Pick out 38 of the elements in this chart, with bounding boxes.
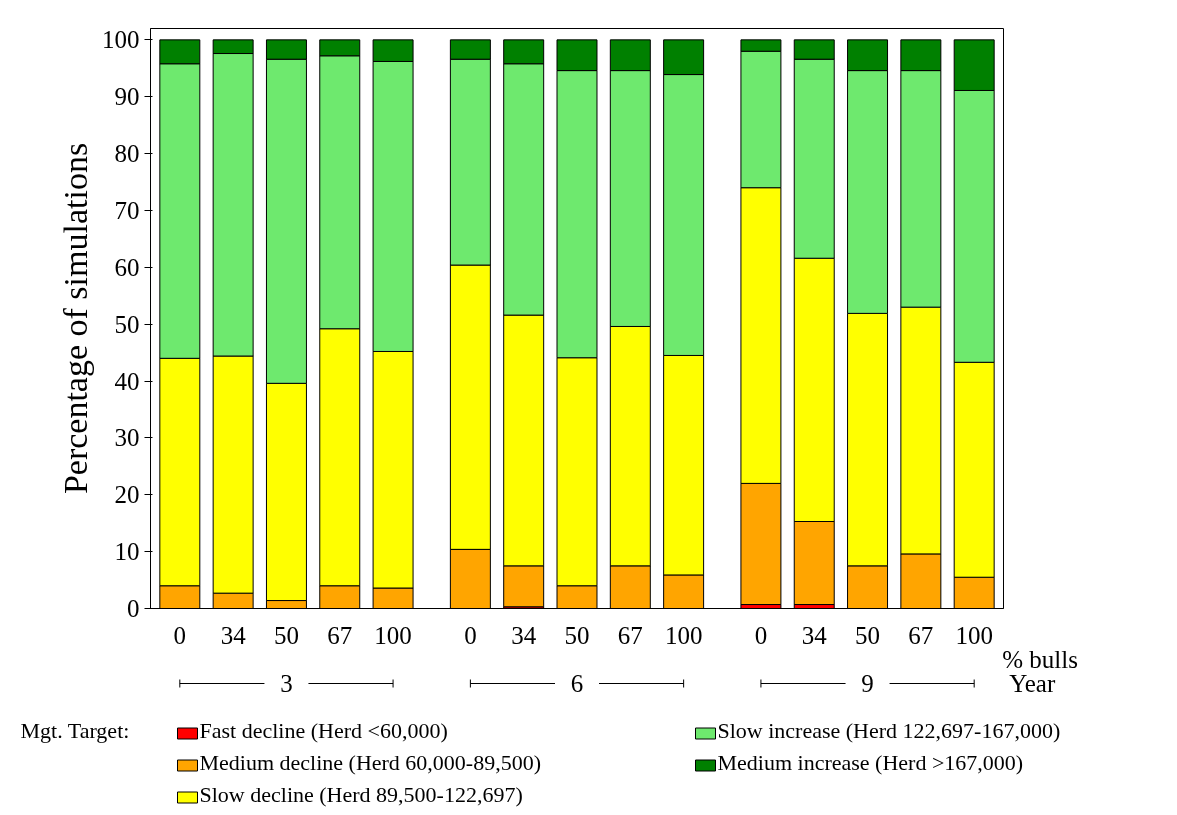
legend-label: Medium increase (Herd >167,000) [717,750,1024,775]
y-tick-label: 80 [114,140,140,168]
y-tick-label: 50 [114,310,140,338]
x-tick-label: 34 [220,621,247,649]
x-tick-label: 67 [327,621,353,649]
x-tick-label: 34 [511,621,537,649]
x-tick-label: 50 [855,621,881,649]
y-tick-label: 20 [114,481,140,509]
y-tick-label: 90 [114,83,140,111]
x-tick-label: 0 [464,621,477,649]
legend-title: Mgt. Target: [20,718,130,743]
x-tick-label: 34 [801,621,828,649]
x-tick-label: 100 [374,621,412,649]
y-tick-label: 100 [102,26,140,54]
y-tick-label: 30 [114,424,140,452]
x-tick-label: 67 [908,621,934,649]
y-tick-label: 10 [114,538,140,566]
x-tick-label: 50 [564,621,590,649]
y-tick-label: 60 [114,253,140,281]
x-tick-label: 100 [664,621,703,649]
x-tick-label: 67 [617,621,643,649]
y-tick-label: 40 [114,367,140,395]
x-tick-label: 0 [173,621,187,649]
text: Year [1009,670,1056,697]
text: 3 [280,670,293,697]
x-tick-label: 100 [955,621,993,649]
y-axis-title: Percentage of simulations [57,142,94,495]
legend-label: Slow decline (Herd 89,500-122,697) [199,782,523,807]
legend-label: Fast decline (Herd <60,000) [199,718,448,743]
text: 9 [861,670,874,697]
x-tick-label: 50 [273,621,299,649]
y-tick-label: 0 [127,595,140,622]
legend-label: Medium decline (Herd 60,000-89,500) [199,750,542,775]
x-tick-label: 0 [754,621,768,649]
x-axis-title: % bulls [1002,646,1078,673]
y-tick-label: 70 [114,196,140,224]
legend-label: Slow increase (Herd 122,697-167,000) [717,718,1061,743]
text: 6 [570,670,584,697]
